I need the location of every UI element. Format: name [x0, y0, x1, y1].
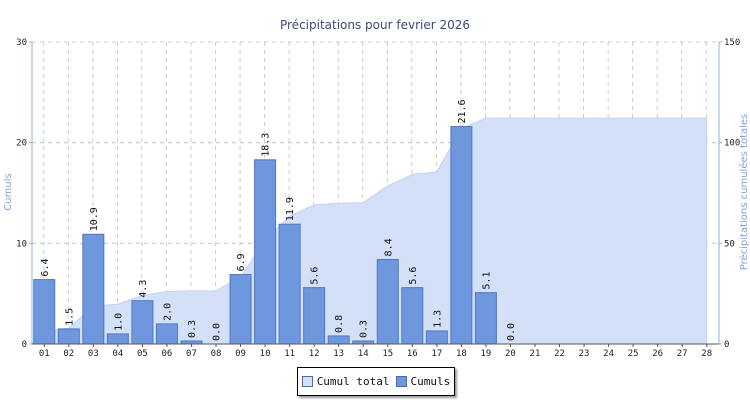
data-labels-layer: 6.4 1.5 10.9 1.0 4.3 2.0 0.3 0.0 6.9 18.3 11.9 5.6 0…	[40, 99, 517, 341]
data-label-01: 6.4	[40, 259, 51, 277]
chart-title: Précipitations pour fevrier 2026	[280, 18, 470, 32]
bar-09	[229, 274, 252, 345]
bar-03	[82, 233, 105, 345]
data-label-11: 11.9	[285, 197, 296, 221]
legend-item-cumuls: Cumuls	[395, 375, 451, 388]
y-tick-right-label: 50	[724, 239, 735, 249]
data-label-17: 1.3	[432, 310, 443, 328]
legend-item-cumul-total: Cumul total	[301, 375, 390, 388]
x-tick-label-11: 11	[284, 349, 295, 359]
x-tick-label-10: 10	[260, 349, 271, 359]
x-tick-label-05: 05	[137, 349, 148, 359]
x-tick-label-22: 22	[554, 349, 565, 359]
y-tick-right-label: 0	[724, 340, 729, 350]
legend-swatch-cumuls	[395, 376, 407, 387]
bar-13	[327, 335, 350, 345]
x-tick-label-16: 16	[407, 349, 418, 359]
bar-11	[278, 223, 301, 345]
bar-12	[303, 287, 326, 345]
x-tick-label-04: 04	[112, 349, 123, 359]
data-label-06: 2.0	[162, 303, 173, 321]
data-label-16: 5.6	[408, 267, 419, 285]
y-tick-right-label: 100	[724, 139, 740, 149]
data-label-20: 0.0	[506, 323, 517, 341]
y-axis-right-label: Précipitations cumulées totales	[738, 114, 750, 271]
bar-18	[450, 126, 473, 345]
x-tick-label-09: 09	[235, 349, 246, 359]
bar-05	[131, 300, 154, 345]
x-tick-label-19: 19	[480, 349, 491, 359]
data-label-13: 0.8	[334, 315, 345, 333]
y-axis-left-label: Cumuls	[3, 173, 14, 210]
data-label-12: 5.6	[310, 267, 321, 285]
bar-02	[57, 328, 80, 345]
data-label-09: 6.9	[236, 253, 247, 271]
bar-10	[254, 159, 277, 345]
bar-19	[474, 292, 497, 345]
x-tick-label-08: 08	[211, 349, 222, 359]
data-label-19: 5.1	[481, 272, 492, 290]
x-tick-label-24: 24	[603, 349, 614, 359]
y-tick-left-label: 20	[16, 139, 27, 149]
x-tick-label-20: 20	[505, 349, 516, 359]
bars-layer	[33, 126, 497, 345]
bar-01	[33, 279, 56, 345]
cumulative-area	[43, 117, 708, 345]
x-tick-label-15: 15	[382, 349, 393, 359]
data-label-05: 4.3	[138, 280, 149, 298]
y-tick-left-label: 10	[16, 239, 27, 249]
y-tick-left-label: 30	[16, 38, 27, 48]
axes: 0 10 20 30 0 50 100 150 01 02 03 04 05 06 07 08 09 10 11 12…	[16, 38, 740, 359]
x-tick-label-23: 23	[579, 349, 590, 359]
x-tick-label-06: 06	[162, 349, 173, 359]
bar-06	[155, 323, 178, 345]
x-tick-label-02: 02	[63, 349, 74, 359]
x-tick-label-25: 25	[628, 349, 639, 359]
x-tick-label-21: 21	[530, 349, 541, 359]
data-label-03: 10.9	[89, 207, 100, 231]
x-tick-label-27: 27	[677, 349, 688, 359]
x-tick-label-03: 03	[88, 349, 99, 359]
cumulative-area-layer	[43, 117, 708, 345]
legend-swatch-cumul-total	[301, 376, 313, 387]
x-tick-label-13: 13	[333, 349, 344, 359]
x-tick-label-14: 14	[358, 349, 369, 359]
x-tick-label-01: 01	[39, 349, 50, 359]
data-label-15: 8.4	[383, 238, 394, 256]
y-tick-left-label: 0	[22, 340, 27, 350]
x-tick-label-28: 28	[701, 349, 712, 359]
x-tick-label-26: 26	[652, 349, 663, 359]
y-tick-right-label: 150	[724, 38, 740, 48]
data-label-04: 1.0	[113, 313, 124, 331]
data-label-08: 0.0	[212, 323, 223, 341]
bar-16	[401, 287, 424, 345]
data-label-02: 1.5	[64, 308, 75, 326]
x-tick-label-18: 18	[456, 349, 467, 359]
x-tick-label-17: 17	[431, 349, 442, 359]
data-label-07: 0.3	[187, 320, 198, 338]
bar-17	[425, 330, 448, 345]
data-label-14: 0.3	[359, 320, 370, 338]
legend: Cumul total Cumuls	[297, 367, 455, 396]
data-label-18: 21.6	[457, 99, 468, 123]
data-label-10: 18.3	[261, 133, 272, 157]
legend-label-cumuls: Cumuls	[410, 375, 451, 388]
legend-label-cumul-total: Cumul total	[316, 375, 390, 388]
x-tick-label-12: 12	[309, 349, 320, 359]
bar-04	[106, 333, 129, 345]
bar-15	[376, 258, 399, 345]
x-tick-label-07: 07	[186, 349, 197, 359]
